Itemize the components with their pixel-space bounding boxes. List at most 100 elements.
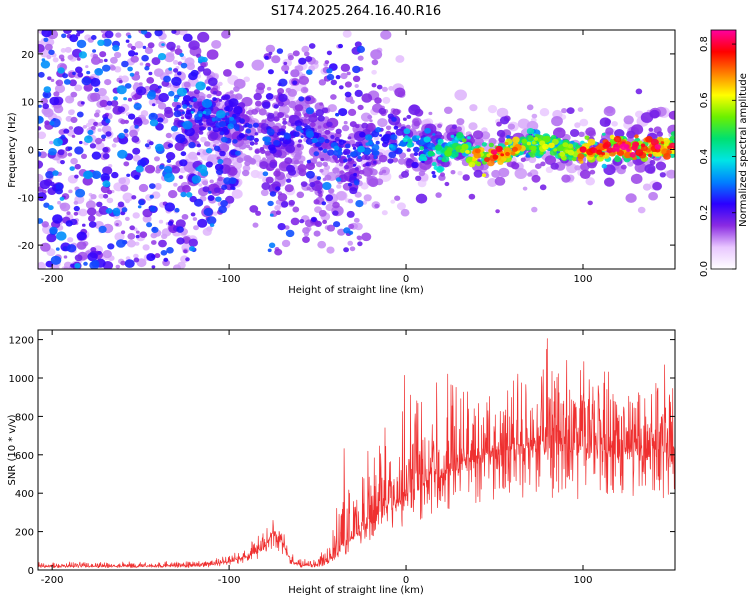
spectrogram-blob [539, 151, 544, 155]
spectrogram-blob [174, 48, 183, 55]
spectrogram-blob [235, 60, 244, 69]
spectrogram-blob [41, 30, 52, 38]
snr-xlabel: Height of straight line (km) [288, 585, 424, 596]
spectrogram-blob [361, 122, 369, 129]
spectrogram-blob [431, 162, 437, 167]
spectrogram-blob [587, 200, 593, 206]
spectrogram-blob [371, 144, 380, 151]
spectrogram-blob [38, 104, 42, 108]
spectrogram-blob [284, 184, 294, 193]
spectrogram-blob [655, 161, 667, 171]
spectrogram-blob [313, 199, 320, 205]
spectrogram-blob [206, 49, 219, 60]
spectrogram-blob [372, 149, 380, 157]
spectrogram-blob [40, 242, 51, 252]
spectrogram-blob [292, 50, 300, 57]
spectrogram-blob [415, 193, 428, 204]
spectrogram-blob [648, 127, 654, 132]
spectrogram-blob [138, 183, 149, 193]
spectrogram-blob [472, 130, 484, 140]
spectrogram-blob [306, 70, 311, 74]
spectrogram-blob [381, 210, 388, 216]
spectrogram-blob [669, 135, 675, 141]
spectrogram-blob [129, 225, 135, 231]
spectrogram-blob [172, 60, 179, 65]
spectrogram-blob [76, 30, 85, 34]
spectrogram-blob [669, 142, 675, 149]
spectrogram-blob [332, 201, 340, 209]
spectrogram-blob [132, 147, 141, 155]
spectrogram-blob [557, 144, 566, 152]
spectrogram-blob [399, 141, 407, 147]
spectrogram-blob [298, 75, 310, 85]
spectrogram-blob [105, 208, 113, 214]
spectrogram-blob [262, 101, 271, 109]
spectrogram-blob [355, 200, 364, 208]
spectrogram-blob [282, 120, 288, 125]
spectrogram-blob [151, 265, 156, 269]
spectrogram-blob [353, 163, 357, 167]
spectrogram-blob [163, 173, 175, 183]
spectrogram-blob [419, 146, 425, 151]
spectrogram-blob [347, 198, 354, 204]
spectrogram-blob [124, 119, 129, 124]
spectrogram-blob [48, 49, 55, 55]
spectrogram-blob [130, 55, 139, 63]
spectrogram-blob [178, 30, 188, 36]
spectrogram-blob [634, 134, 639, 139]
spectrogram-blob [88, 215, 96, 222]
snr-ytick-label: 200 [15, 528, 34, 539]
spectrogram-blob [553, 148, 558, 152]
spectrogram-blob [63, 30, 72, 34]
spectrogram-blob [284, 70, 289, 74]
spectrogram-blob [205, 161, 213, 168]
spectrogram-blob [233, 106, 243, 115]
spectrogram-blob [324, 129, 331, 135]
spectrogram-blob [392, 157, 399, 163]
spectrogram-blob [57, 149, 65, 156]
spectrogram-blob [415, 175, 422, 181]
spectrogram-blob [614, 156, 622, 163]
spectrogram-blob [299, 219, 305, 224]
spectrogram-blob [413, 152, 419, 156]
spectrogram-blob [389, 144, 394, 148]
spectrogram-blob [82, 223, 86, 227]
spectrogram-blob [181, 111, 186, 115]
spectrogram-blob [209, 223, 215, 228]
spectrogram-blob [251, 59, 265, 71]
spectrogram-blob [96, 201, 103, 208]
spectrogram-blob [379, 134, 383, 137]
spectrogram-blob [413, 120, 420, 127]
spectrogram-blob [73, 205, 80, 212]
spectrogram-blob [114, 51, 122, 59]
spectrogram-blob [201, 56, 208, 63]
spectrogram-blob [38, 192, 47, 202]
spectrogram-blob [305, 162, 316, 171]
colorbar-frame [710, 29, 737, 270]
spectrogram-blob [133, 257, 140, 263]
spectrogram-blob [531, 174, 541, 183]
spectrogram-blob [550, 162, 559, 170]
spectrogram-blob [86, 70, 91, 75]
spectrogram-blob [529, 152, 536, 158]
spectrogram-blob [218, 205, 228, 214]
spectrogram-blob [206, 226, 213, 232]
spectrogram-blob [566, 107, 575, 114]
spectrogram-blob [528, 135, 535, 142]
spectrogram-blob [121, 207, 128, 213]
spectrogram-blob [338, 85, 344, 90]
spectrogram-blob [526, 128, 535, 135]
spectrogram-ylabel: Frequency (Hz) [7, 112, 18, 188]
spectrogram-blob [259, 161, 269, 170]
spectrogram-blob [221, 30, 231, 39]
spectrogram-blob [206, 216, 217, 225]
spectrogram-blob [510, 145, 514, 149]
spectrogram-blob [274, 248, 283, 256]
spectrogram-blob [364, 134, 373, 141]
spectrogram-blob [310, 122, 316, 127]
spectrogram-blob [295, 125, 303, 132]
spectrogram-blob [434, 144, 443, 151]
spectrogram-blob [106, 189, 113, 195]
spectrogram-blob [38, 44, 45, 53]
spectrogram-blob [363, 148, 371, 155]
